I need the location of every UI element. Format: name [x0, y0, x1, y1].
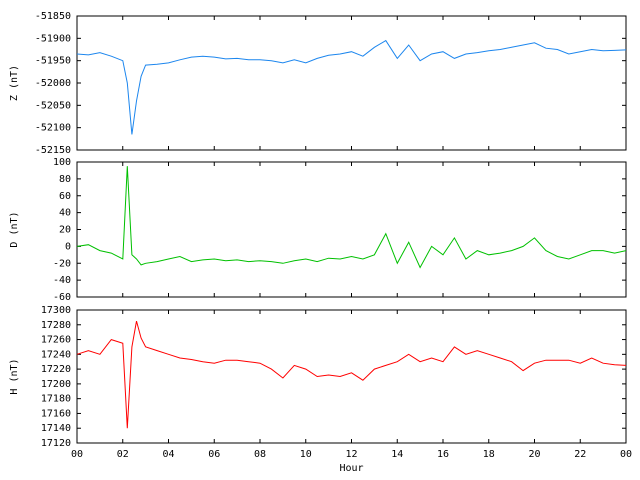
y-tick-label: -51950: [35, 56, 71, 67]
y-tick-label: 17300: [41, 305, 71, 316]
y-tick-label: 17140: [41, 423, 71, 434]
y-tick-label: -52100: [35, 123, 71, 134]
x-tick-label: 12: [345, 449, 357, 460]
y-tick-label: 17180: [41, 394, 71, 405]
y-tick-label: 17160: [41, 408, 71, 419]
y-tick-label: 60: [59, 191, 71, 202]
x-tick-label: 20: [528, 449, 540, 460]
y-axis-label: H (nT): [9, 358, 20, 394]
y-tick-label: 80: [59, 174, 71, 185]
y-tick-label: -51850: [35, 11, 71, 22]
plot-frame: [76, 161, 627, 298]
y-tick-label: 17120: [41, 438, 71, 449]
x-tick-label: 02: [117, 449, 129, 460]
y-tick-label: 17280: [41, 320, 71, 331]
y-tick-label: -40: [53, 275, 71, 286]
x-tick-label: 00: [71, 449, 83, 460]
y-tick-label: 17200: [41, 379, 71, 390]
x-tick-label: 10: [300, 449, 312, 460]
x-axis-label: Hour: [339, 463, 363, 474]
y-tick-label: 17260: [41, 335, 71, 346]
x-tick-label: 16: [437, 449, 449, 460]
x-tick-label: 06: [208, 449, 220, 460]
x-tick-label: 04: [162, 449, 174, 460]
y-tick-label: 40: [59, 208, 71, 219]
y-tick-label: -60: [53, 292, 71, 303]
data-line: [76, 166, 627, 269]
data-line: [76, 320, 627, 429]
plot-frame: [76, 15, 627, 151]
y-tick-label: -51900: [35, 33, 71, 44]
y-axis-label: Z (nT): [9, 65, 20, 101]
y-tick-label: -20: [53, 258, 71, 269]
plot-frame: [76, 309, 627, 444]
data-line: [76, 39, 627, 135]
y-tick-label: 100: [53, 157, 71, 168]
y-tick-label: 0: [65, 241, 71, 252]
x-tick-label: 08: [254, 449, 266, 460]
y-tick-label: 20: [59, 225, 71, 236]
x-tick-label: 00: [620, 449, 632, 460]
x-tick-label: 18: [483, 449, 495, 460]
y-tick-label: -52050: [35, 100, 71, 111]
y-axis-label: D (nT): [9, 211, 20, 247]
y-tick-label: 17240: [41, 349, 71, 360]
y-tick-label: -52000: [35, 78, 71, 89]
x-tick-label: 14: [391, 449, 403, 460]
x-tick-label: 22: [574, 449, 586, 460]
y-tick-label: -52150: [35, 145, 71, 156]
y-tick-label: 17220: [41, 364, 71, 375]
